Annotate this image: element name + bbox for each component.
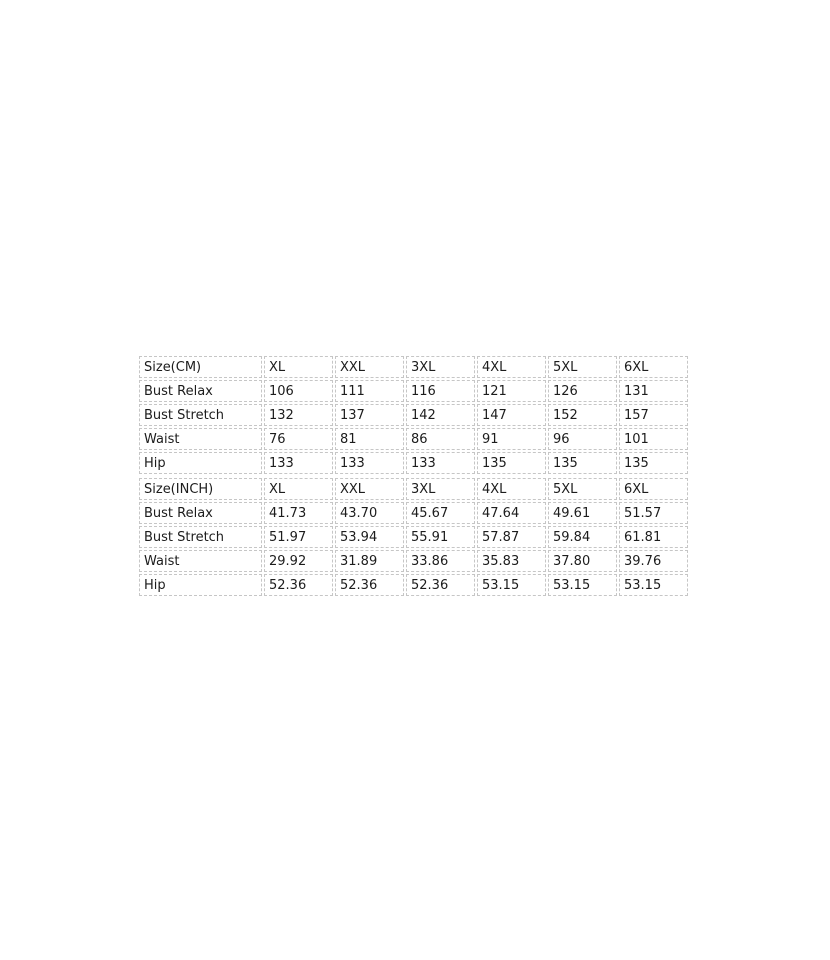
table-cell: 91	[477, 428, 546, 450]
table-cell: 51.97	[264, 526, 333, 548]
table-row: Bust Stretch 132 137 142 147 152 157	[139, 404, 688, 426]
column-header-xxl: XXL	[335, 356, 404, 378]
table-cell: 86	[406, 428, 475, 450]
table-cell: 76	[264, 428, 333, 450]
table-cell: 52.36	[264, 574, 333, 596]
table-row: Bust Relax 41.73 43.70 45.67 47.64 49.61…	[139, 502, 688, 524]
column-header-xl: XL	[264, 478, 333, 500]
table-cell: 35.83	[477, 550, 546, 572]
table-cell: 157	[619, 404, 688, 426]
column-header-4xl: 4XL	[477, 478, 546, 500]
table-cell: 133	[335, 452, 404, 474]
column-header-5xl: 5XL	[548, 356, 617, 378]
table-cell: 133	[264, 452, 333, 474]
row-label: Bust Relax	[139, 380, 262, 402]
table-cell: 52.36	[335, 574, 404, 596]
column-header-3xl: 3XL	[406, 478, 475, 500]
row-label: Bust Stretch	[139, 526, 262, 548]
column-header-xxl: XXL	[335, 478, 404, 500]
table-cell: 53.15	[548, 574, 617, 596]
table-cell: 47.64	[477, 502, 546, 524]
size-chart-cm-table: Size(CM) XL XXL 3XL 4XL 5XL 6XL Bust Rel…	[137, 354, 690, 476]
table-cell: 81	[335, 428, 404, 450]
column-header-xl: XL	[264, 356, 333, 378]
table-cell: 135	[548, 452, 617, 474]
row-label: Hip	[139, 452, 262, 474]
row-label: Waist	[139, 550, 262, 572]
table-cell: 152	[548, 404, 617, 426]
table-cell: 53.94	[335, 526, 404, 548]
table-row: Bust Stretch 51.97 53.94 55.91 57.87 59.…	[139, 526, 688, 548]
table-cell: 131	[619, 380, 688, 402]
table-cell: 57.87	[477, 526, 546, 548]
table-cell: 133	[406, 452, 475, 474]
table-cell: 53.15	[619, 574, 688, 596]
table-cell: 33.86	[406, 550, 475, 572]
column-header-size-cm: Size(CM)	[139, 356, 262, 378]
table-cell: 142	[406, 404, 475, 426]
table-cell: 135	[477, 452, 546, 474]
table-header-row: Size(CM) XL XXL 3XL 4XL 5XL 6XL	[139, 356, 688, 378]
table-cell: 96	[548, 428, 617, 450]
table-cell: 55.91	[406, 526, 475, 548]
table-cell: 132	[264, 404, 333, 426]
table-row: Waist 76 81 86 91 96 101	[139, 428, 688, 450]
table-cell: 121	[477, 380, 546, 402]
table-cell: 45.67	[406, 502, 475, 524]
size-chart-inch-table: Size(INCH) XL XXL 3XL 4XL 5XL 6XL Bust R…	[137, 476, 690, 598]
table-cell: 51.57	[619, 502, 688, 524]
table-cell: 126	[548, 380, 617, 402]
table-cell: 111	[335, 380, 404, 402]
table-cell: 106	[264, 380, 333, 402]
table-cell: 43.70	[335, 502, 404, 524]
table-cell: 61.81	[619, 526, 688, 548]
table-cell: 52.36	[406, 574, 475, 596]
table-cell: 116	[406, 380, 475, 402]
size-chart: Size(CM) XL XXL 3XL 4XL 5XL 6XL Bust Rel…	[137, 354, 690, 598]
table-cell: 101	[619, 428, 688, 450]
column-header-5xl: 5XL	[548, 478, 617, 500]
table-row: Waist 29.92 31.89 33.86 35.83 37.80 39.7…	[139, 550, 688, 572]
table-cell: 135	[619, 452, 688, 474]
column-header-3xl: 3XL	[406, 356, 475, 378]
table-cell: 41.73	[264, 502, 333, 524]
table-row: Hip 133 133 133 135 135 135	[139, 452, 688, 474]
table-row: Bust Relax 106 111 116 121 126 131	[139, 380, 688, 402]
row-label: Waist	[139, 428, 262, 450]
row-label: Hip	[139, 574, 262, 596]
column-header-6xl: 6XL	[619, 356, 688, 378]
column-header-size-inch: Size(INCH)	[139, 478, 262, 500]
table-cell: 137	[335, 404, 404, 426]
table-cell: 59.84	[548, 526, 617, 548]
column-header-6xl: 6XL	[619, 478, 688, 500]
table-header-row: Size(INCH) XL XXL 3XL 4XL 5XL 6XL	[139, 478, 688, 500]
table-row: Hip 52.36 52.36 52.36 53.15 53.15 53.15	[139, 574, 688, 596]
table-cell: 37.80	[548, 550, 617, 572]
table-cell: 31.89	[335, 550, 404, 572]
table-cell: 147	[477, 404, 546, 426]
table-cell: 29.92	[264, 550, 333, 572]
column-header-4xl: 4XL	[477, 356, 546, 378]
table-cell: 49.61	[548, 502, 617, 524]
table-cell: 53.15	[477, 574, 546, 596]
row-label: Bust Relax	[139, 502, 262, 524]
table-cell: 39.76	[619, 550, 688, 572]
row-label: Bust Stretch	[139, 404, 262, 426]
